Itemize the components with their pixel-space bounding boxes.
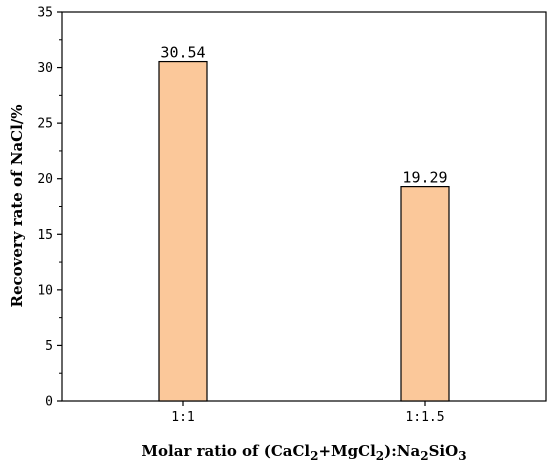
y-tick-label: 35 [37,6,53,21]
bar [158,60,208,402]
y-tick-label: 20 [37,172,53,187]
x-axis-title: Molar ratio of (CaCl2+MgCl2):Na2SiO3 [141,442,466,463]
x-axis-title-sub: 2 [420,449,428,463]
y-tick-label: 15 [37,228,53,243]
x-tick-label: 1:1 [171,410,194,425]
data-label: 30.54 [160,44,205,62]
y-axis: 0 5 10 15 20 25 30 35 [37,6,62,410]
x-axis-title-part: SiO [429,442,459,460]
x-axis-title-part: Molar ratio of (CaCl [141,442,310,460]
y-tick-label: 5 [45,339,53,354]
data-label: 19.29 [402,169,447,187]
plot-frame [61,11,547,402]
y-tick-label: 25 [37,117,53,132]
x-axis-title-sub: 2 [310,449,318,463]
y-tick-label: 30 [37,61,53,76]
y-tick-label: 0 [45,395,53,410]
y-tick-label: 10 [37,283,53,298]
x-axis-title-part: ):Na [384,442,420,460]
bars-group [158,60,450,402]
x-axis: 1:1 1:1.5 [171,401,445,425]
x-axis-title-sub: 3 [458,449,466,463]
data-labels-group: 30.54 19.29 [160,44,447,187]
y-axis-title: Recovery rate of NaCl/% [8,104,26,307]
x-axis-title-part: +MgCl [318,442,376,460]
x-tick-label: 1:1.5 [405,410,444,425]
x-axis-title-sub: 2 [376,449,384,463]
bar [400,186,450,402]
